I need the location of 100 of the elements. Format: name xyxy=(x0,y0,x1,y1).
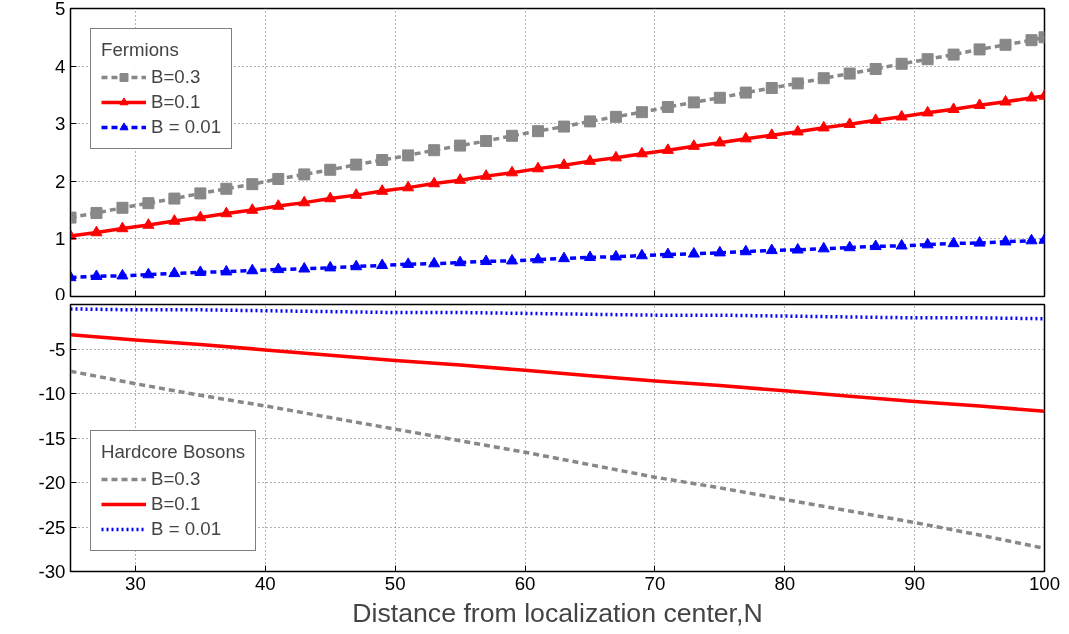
point xyxy=(246,263,259,275)
point xyxy=(869,62,882,75)
point xyxy=(506,165,519,177)
point xyxy=(454,173,467,184)
point xyxy=(116,268,129,280)
point xyxy=(869,113,882,124)
point xyxy=(194,187,207,200)
point xyxy=(791,242,804,254)
point xyxy=(272,199,285,210)
point xyxy=(895,57,908,70)
y-tick-label: -5 xyxy=(48,338,66,360)
legend-title: Hardcore Bosons xyxy=(101,441,246,463)
point xyxy=(869,239,882,251)
point xyxy=(402,257,415,268)
point xyxy=(583,154,596,165)
point xyxy=(817,120,830,132)
point xyxy=(324,191,337,203)
y-tick-label: -10 xyxy=(38,383,66,404)
legend-label: B=0.1 xyxy=(151,493,201,515)
point xyxy=(791,77,804,90)
point xyxy=(168,192,181,205)
point xyxy=(609,249,622,261)
y-tick-label: -15 xyxy=(38,427,66,449)
point xyxy=(947,102,960,113)
point xyxy=(532,161,545,173)
point xyxy=(90,225,103,237)
point xyxy=(168,266,181,278)
x-tick-label: 80 xyxy=(774,572,796,594)
point xyxy=(661,247,674,259)
point xyxy=(973,98,986,109)
x-tick-label: 70 xyxy=(644,572,666,594)
point xyxy=(765,81,778,94)
point xyxy=(791,124,804,136)
point xyxy=(272,262,285,274)
y-tick-label: 1 xyxy=(55,228,66,250)
point xyxy=(428,176,441,188)
point xyxy=(843,240,856,252)
point xyxy=(220,264,233,276)
point xyxy=(90,206,103,219)
point xyxy=(609,150,622,162)
point xyxy=(921,105,934,117)
point xyxy=(298,195,311,207)
point xyxy=(583,250,596,262)
point xyxy=(973,43,986,56)
point xyxy=(376,258,389,270)
point xyxy=(1025,233,1038,245)
x-axis-title: Distance from localization center,N xyxy=(352,597,763,628)
x-tick-label: 100 xyxy=(1028,572,1061,594)
point xyxy=(557,120,570,133)
point xyxy=(220,182,233,195)
point xyxy=(428,256,441,268)
y-tick-label: -25 xyxy=(38,516,66,538)
point xyxy=(142,218,155,229)
point xyxy=(506,253,519,265)
point xyxy=(713,135,726,147)
point xyxy=(194,210,207,222)
point xyxy=(895,238,908,250)
x-tick-label: 90 xyxy=(904,572,926,594)
point xyxy=(583,115,596,128)
point xyxy=(713,91,726,104)
y-tick-label: 0 xyxy=(55,283,66,305)
point xyxy=(194,265,207,276)
legend-label: B=0.3 xyxy=(151,468,201,490)
line-series xyxy=(70,333,1045,414)
point xyxy=(324,163,337,176)
point xyxy=(454,139,467,152)
point xyxy=(532,252,545,264)
point xyxy=(895,109,908,121)
point xyxy=(246,178,259,191)
point xyxy=(843,67,856,80)
point xyxy=(298,168,311,181)
point xyxy=(220,206,233,218)
point xyxy=(116,221,129,233)
point xyxy=(765,243,778,255)
point xyxy=(298,262,311,273)
point xyxy=(635,106,648,119)
y-tick-label: -30 xyxy=(38,561,66,582)
point xyxy=(687,96,700,109)
point xyxy=(428,144,441,157)
x-tick-label: 40 xyxy=(254,572,276,594)
point xyxy=(635,248,648,260)
point xyxy=(635,146,648,158)
point xyxy=(90,269,103,281)
legend-label: B=0.3 xyxy=(151,66,201,88)
point xyxy=(350,259,363,271)
point xyxy=(480,254,493,266)
y-tick-label: 4 xyxy=(55,55,66,77)
point xyxy=(739,244,752,256)
point xyxy=(402,180,415,192)
y-tick-label: 3 xyxy=(55,113,66,135)
legend-label: B=0.1 xyxy=(151,91,201,113)
legend-label: B = 0.01 xyxy=(151,518,222,540)
point xyxy=(817,72,830,85)
point xyxy=(739,86,752,99)
line-series xyxy=(70,307,1045,321)
point xyxy=(246,203,259,214)
legend-title: Fermions xyxy=(101,39,180,61)
point xyxy=(947,48,960,61)
point xyxy=(661,101,674,113)
x-tick-label: 50 xyxy=(384,572,406,594)
